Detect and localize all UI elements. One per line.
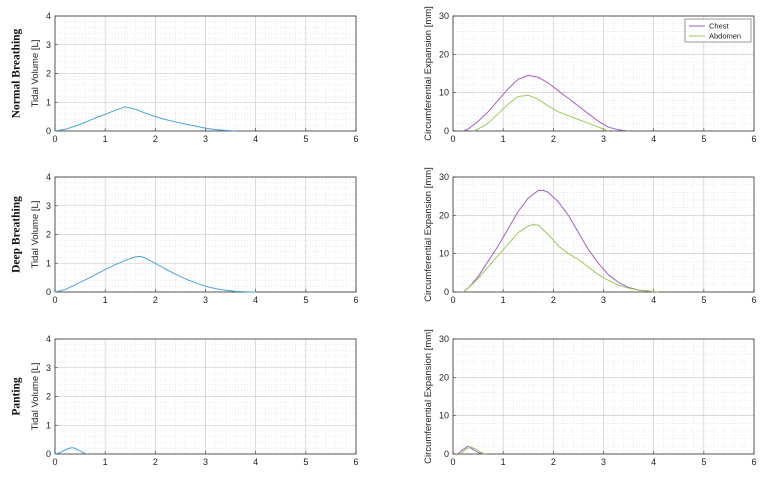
x-tick-label: 5 bbox=[303, 457, 308, 467]
x-tick-label: 2 bbox=[153, 134, 158, 144]
y-axis-label: Circumferential Expansion [mm] bbox=[423, 167, 434, 302]
y-tick-label: 10 bbox=[439, 88, 449, 98]
y-tick-label: 2 bbox=[46, 69, 51, 79]
y-tick-label: 4 bbox=[46, 334, 51, 344]
x-tick-label: 1 bbox=[501, 457, 506, 467]
chart-panel: 0 1 2 3 4 5 6 0 10 20 30 Circumferential Expansion … bbox=[423, 329, 757, 467]
y-tick-label: 0 bbox=[46, 287, 51, 297]
chart-panel: 0 1 2 3 4 5 6 0 10 20 30 Circumferential Expansion … bbox=[423, 6, 757, 144]
y-tick-label: 30 bbox=[439, 11, 449, 21]
series-line-abdomen bbox=[462, 224, 659, 293]
y-tick-label: 1 bbox=[46, 258, 51, 268]
x-tick-label: 4 bbox=[253, 134, 258, 144]
y-tick-label: 2 bbox=[46, 230, 51, 240]
chart-panel: 0 1 2 3 4 5 6 0 10 20 30 Circumferential Expansion … bbox=[423, 167, 757, 305]
series-line bbox=[54, 106, 236, 132]
y-tick-label: 30 bbox=[439, 172, 449, 182]
x-tick-label: 3 bbox=[601, 134, 606, 144]
x-tick-label: 5 bbox=[303, 295, 308, 305]
y-axis-label: Tidal Volume [L] bbox=[30, 40, 41, 108]
y-tick-label: 0 bbox=[46, 126, 51, 136]
y-tick-label: 1 bbox=[46, 420, 51, 430]
x-tick-label: 5 bbox=[701, 295, 706, 305]
y-tick-label: 4 bbox=[46, 11, 51, 21]
x-tick-label: 0 bbox=[450, 134, 455, 144]
x-tick-label: 0 bbox=[52, 134, 57, 144]
y-tick-label: 20 bbox=[439, 372, 449, 382]
y-tick-label: 0 bbox=[444, 126, 449, 136]
x-tick-label: 6 bbox=[353, 295, 358, 305]
x-tick-label: 1 bbox=[103, 134, 108, 144]
x-tick-label: 3 bbox=[203, 295, 208, 305]
y-tick-label: 30 bbox=[439, 334, 449, 344]
x-tick-label: 2 bbox=[551, 295, 556, 305]
x-tick-label: 3 bbox=[203, 134, 208, 144]
series-line bbox=[54, 255, 256, 293]
x-tick-label: 6 bbox=[353, 457, 358, 467]
legend-label: Chest bbox=[709, 22, 730, 31]
x-tick-label: 3 bbox=[203, 457, 208, 467]
series-line-abdomen bbox=[472, 94, 609, 132]
x-tick-label: 5 bbox=[701, 457, 706, 467]
legend-label: Abdomen bbox=[709, 32, 741, 41]
y-axis-label: Circumferential Expansion [mm] bbox=[423, 329, 434, 464]
y-tick-label: 1 bbox=[46, 97, 51, 107]
series-line-chest bbox=[462, 189, 654, 293]
y-tick-label: 0 bbox=[46, 449, 51, 459]
series-line-abdomen bbox=[460, 446, 486, 455]
x-tick-label: 3 bbox=[601, 295, 606, 305]
chart-panel: 0 1 2 3 4 5 6 0 1 2 3 4 Tidal Volume [L] bbox=[30, 11, 359, 144]
chart-panel: 0 1 2 3 4 5 6 0 1 2 3 4 Tidal Volume [L] bbox=[30, 334, 359, 467]
x-tick-label: 2 bbox=[153, 457, 158, 467]
y-tick-label: 20 bbox=[439, 210, 449, 220]
x-tick-label: 6 bbox=[353, 134, 358, 144]
x-tick-label: 2 bbox=[551, 134, 556, 144]
x-tick-label: 2 bbox=[551, 457, 556, 467]
y-axis-label: Circumferential Expansion [mm] bbox=[423, 6, 434, 141]
x-tick-label: 0 bbox=[52, 457, 57, 467]
row-label: Panting bbox=[11, 377, 23, 416]
x-tick-label: 3 bbox=[601, 457, 606, 467]
y-tick-label: 20 bbox=[439, 49, 449, 59]
series-line-chest bbox=[462, 74, 629, 132]
x-tick-label: 1 bbox=[103, 457, 108, 467]
x-tick-label: 1 bbox=[103, 295, 108, 305]
x-tick-label: 6 bbox=[751, 295, 756, 305]
y-axis-label: Tidal Volume [L] bbox=[30, 201, 41, 269]
y-tick-label: 10 bbox=[439, 249, 449, 259]
y-tick-label: 0 bbox=[444, 449, 449, 459]
y-tick-label: 2 bbox=[46, 392, 51, 402]
x-tick-label: 4 bbox=[253, 295, 258, 305]
y-tick-label: 3 bbox=[46, 363, 51, 373]
y-tick-label: 4 bbox=[46, 172, 51, 182]
y-tick-label: 3 bbox=[46, 40, 51, 50]
x-tick-label: 5 bbox=[701, 134, 706, 144]
x-tick-label: 4 bbox=[651, 457, 656, 467]
x-tick-label: 4 bbox=[253, 457, 258, 467]
x-tick-label: 4 bbox=[651, 134, 656, 144]
x-tick-label: 1 bbox=[501, 134, 506, 144]
series-line bbox=[54, 447, 88, 455]
x-tick-label: 1 bbox=[501, 295, 506, 305]
y-tick-label: 0 bbox=[444, 287, 449, 297]
chart-panel: 0 1 2 3 4 5 6 0 1 2 3 4 Tidal Volume [L] bbox=[30, 172, 359, 305]
x-tick-label: 0 bbox=[450, 295, 455, 305]
row-label: Deep Breathing bbox=[11, 196, 23, 273]
y-tick-label: 10 bbox=[439, 411, 449, 421]
y-axis-label: Tidal Volume [L] bbox=[30, 363, 41, 431]
x-tick-label: 6 bbox=[751, 134, 756, 144]
y-tick-label: 3 bbox=[46, 201, 51, 211]
x-tick-label: 0 bbox=[450, 457, 455, 467]
x-tick-label: 6 bbox=[751, 457, 756, 467]
series-line-chest bbox=[457, 445, 484, 455]
x-tick-label: 5 bbox=[303, 134, 308, 144]
x-tick-label: 0 bbox=[52, 295, 57, 305]
row-label: Normal Breathing bbox=[11, 28, 23, 118]
x-tick-label: 2 bbox=[153, 295, 158, 305]
x-tick-label: 4 bbox=[651, 295, 656, 305]
